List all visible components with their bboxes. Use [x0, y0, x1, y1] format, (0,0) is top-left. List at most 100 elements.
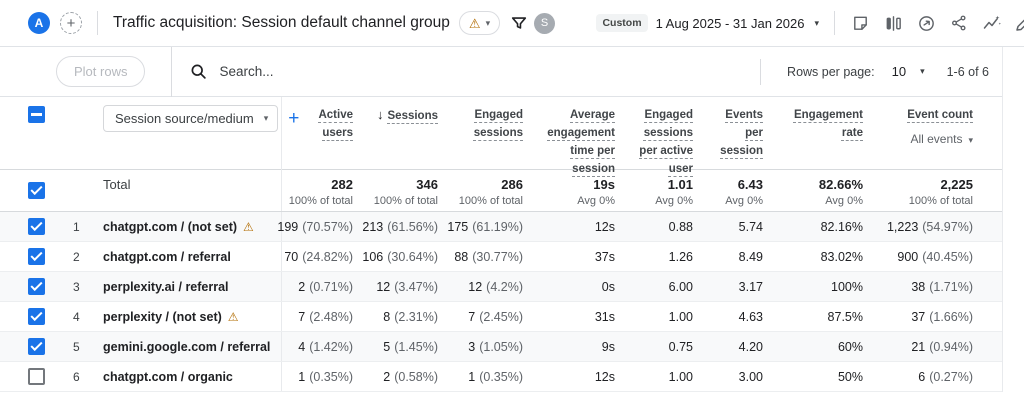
table-row: 4 perplexity / (not set) ⚠ 7 (2.48%) 8 (2.31%)… [0, 302, 1002, 332]
plot-rows-button[interactable]: Plot rows [56, 56, 146, 87]
row-source-medium: chatgpt.com / referral [103, 249, 231, 264]
column-header-average-engagement-time-per-session[interactable]: Average engagement time per session [547, 109, 615, 175]
column-header-engaged-sessions[interactable]: Engaged sessions [473, 109, 523, 139]
analytics-logo[interactable]: A [28, 12, 50, 34]
add-tab-button[interactable]: + [60, 12, 82, 34]
divider [834, 11, 835, 35]
date-range-picker[interactable]: 1 Aug 2025 - 31 Jan 2026 [655, 15, 805, 31]
metric-cell: 3 (1.05%) [468, 339, 523, 354]
row-checkbox[interactable] [28, 218, 45, 235]
table-row: 6 chatgpt.com / organic 1 (0.35%) 2 (0.58%) 1(… [0, 362, 1002, 392]
table-header-row: Session source/medium ▾ + Active users ↓ S… [0, 97, 1002, 178]
search-placeholder: Search... [219, 64, 274, 79]
row-source-medium: chatgpt.com / organic [103, 369, 233, 384]
total-metric-cell: 286 100% of total [458, 177, 523, 207]
rows-per-page-label: Rows per page: [787, 64, 875, 79]
metric-cell: 1.00 [668, 309, 693, 324]
metric-cell: 5.74 [738, 219, 763, 234]
share-icon[interactable] [949, 13, 969, 33]
total-metric-cell: 346 100% of total [373, 177, 438, 207]
metric-cell: 88 (30.77%) [454, 249, 523, 264]
row-index: 6 [73, 369, 80, 384]
metric-cell: 1.00 [668, 369, 693, 384]
divider [97, 11, 98, 35]
metric-cell: 3.00 [738, 369, 763, 384]
metric-cell: 2 (0.58%) [383, 369, 438, 384]
metric-cell: 3.17 [738, 279, 763, 294]
row-source-medium: gemini.google.com / referral [103, 339, 271, 354]
comparison-icon[interactable] [883, 13, 903, 33]
metric-cell: 4 (1.42%) [281, 332, 353, 361]
insights-icon[interactable] [982, 13, 1002, 33]
metric-cell: 6.00 [668, 279, 693, 294]
filter-icon[interactable] [510, 14, 528, 32]
metric-cell: 175 (61.19%) [447, 219, 523, 234]
rows-per-page-select[interactable]: 10 [891, 64, 907, 79]
metric-cell: 9s [601, 339, 615, 354]
row-index: 2 [73, 249, 80, 264]
chevron-down-icon: ▾ [920, 66, 925, 76]
row-checkbox[interactable] [28, 368, 45, 385]
metric-cell: 2 (0.71%) [281, 272, 353, 301]
row-index: 3 [73, 279, 80, 294]
table-toolbar: Plot rows Search... Rows per page: 10 ▾ … [0, 46, 1002, 97]
date-mode-badge: Custom [596, 14, 648, 32]
metric-cell: 83.02% [820, 249, 863, 264]
metric-cell: 7 (2.48%) [281, 302, 353, 331]
event-count-filter-dropdown[interactable]: All events ▾ [910, 132, 973, 146]
row-source-medium: chatgpt.com / (not set) [103, 219, 238, 234]
total-row-checkbox[interactable] [28, 182, 45, 199]
total-row: Total 282 100% of total 346 100% of total 28… [0, 170, 1002, 212]
dimension-selector-dropdown[interactable]: Session source/medium ▾ [103, 105, 279, 132]
edit-icon-partial[interactable] [1014, 13, 1024, 38]
column-header-events-per-session[interactable]: Events per session [720, 109, 763, 157]
page-title: Traffic acquisition: Session default cha… [113, 14, 450, 31]
clock-insights-icon[interactable] [916, 13, 936, 33]
metric-cell: 106 (30.64%) [362, 249, 438, 264]
total-metric-cell: 82.66% Avg 0% [818, 177, 863, 207]
metric-cell: 31s [594, 309, 615, 324]
report-table-card: Plot rows Search... Rows per page: 10 ▾ … [0, 46, 1003, 392]
row-checkbox[interactable] [28, 248, 45, 265]
metric-cell: 37s [594, 249, 615, 264]
metric-cell: 8 (2.31%) [383, 309, 438, 324]
metric-cell: 12 (3.47%) [376, 279, 438, 294]
data-quality-dropdown[interactable]: ⚠ ▾ [458, 11, 501, 35]
total-metric-cell: 2,225 100% of total [908, 177, 973, 207]
metric-cell: 1 (0.35%) [468, 369, 523, 384]
table-row: 2 chatgpt.com / referral 70 (24.82%) 106 (30.… [0, 242, 1002, 272]
total-metric-cell: 19s Avg 0% [577, 177, 615, 207]
column-header-engaged-sessions-per-active-user[interactable]: Engaged sessions per active user [639, 109, 693, 175]
metric-cell: 38 (1.71%) [911, 279, 973, 294]
metric-cell: 60% [837, 339, 863, 354]
row-checkbox[interactable] [28, 338, 45, 355]
metric-cell: 50% [837, 369, 863, 384]
metric-cell: 900 (40.45%) [897, 249, 973, 264]
search-input[interactable]: Search... [172, 63, 760, 80]
note-icon[interactable] [850, 13, 870, 33]
column-header-sessions[interactable]: ↓ Sessions [377, 107, 438, 122]
warning-icon: ⚠ [468, 15, 481, 31]
metric-cell: 7 (2.45%) [468, 309, 523, 324]
column-header-active-users[interactable]: Active users [281, 97, 353, 178]
metric-cell: 1.26 [668, 249, 693, 264]
metric-cell: 0s [601, 279, 615, 294]
column-header-event-count[interactable]: Event count All events ▾ [863, 97, 973, 178]
search-icon [191, 64, 207, 79]
metric-cell: 5 (1.45%) [383, 339, 438, 354]
add-dimension-button[interactable]: + [288, 108, 300, 129]
total-metric-cell: 282 100% of total [281, 170, 353, 211]
row-checkbox[interactable] [28, 308, 45, 325]
avatar[interactable]: S [534, 12, 556, 34]
warning-icon: ⚠ [243, 219, 254, 234]
metric-cell: 12s [594, 219, 615, 234]
table-row: 5 gemini.google.com / referral 4 (1.42%) 5 (1… [0, 332, 1002, 362]
column-header-engagement-rate[interactable]: Engagement rate [793, 109, 863, 139]
row-source-medium: perplexity.ai / referral [103, 279, 229, 294]
metric-cell: 8.49 [738, 249, 763, 264]
row-checkbox[interactable] [28, 278, 45, 295]
pagination-controls: Rows per page: 10 ▾ 1-6 of 6 [760, 58, 989, 85]
select-all-checkbox[interactable] [28, 106, 45, 123]
divider [171, 46, 173, 97]
metric-cell: 213 (61.56%) [362, 219, 438, 234]
